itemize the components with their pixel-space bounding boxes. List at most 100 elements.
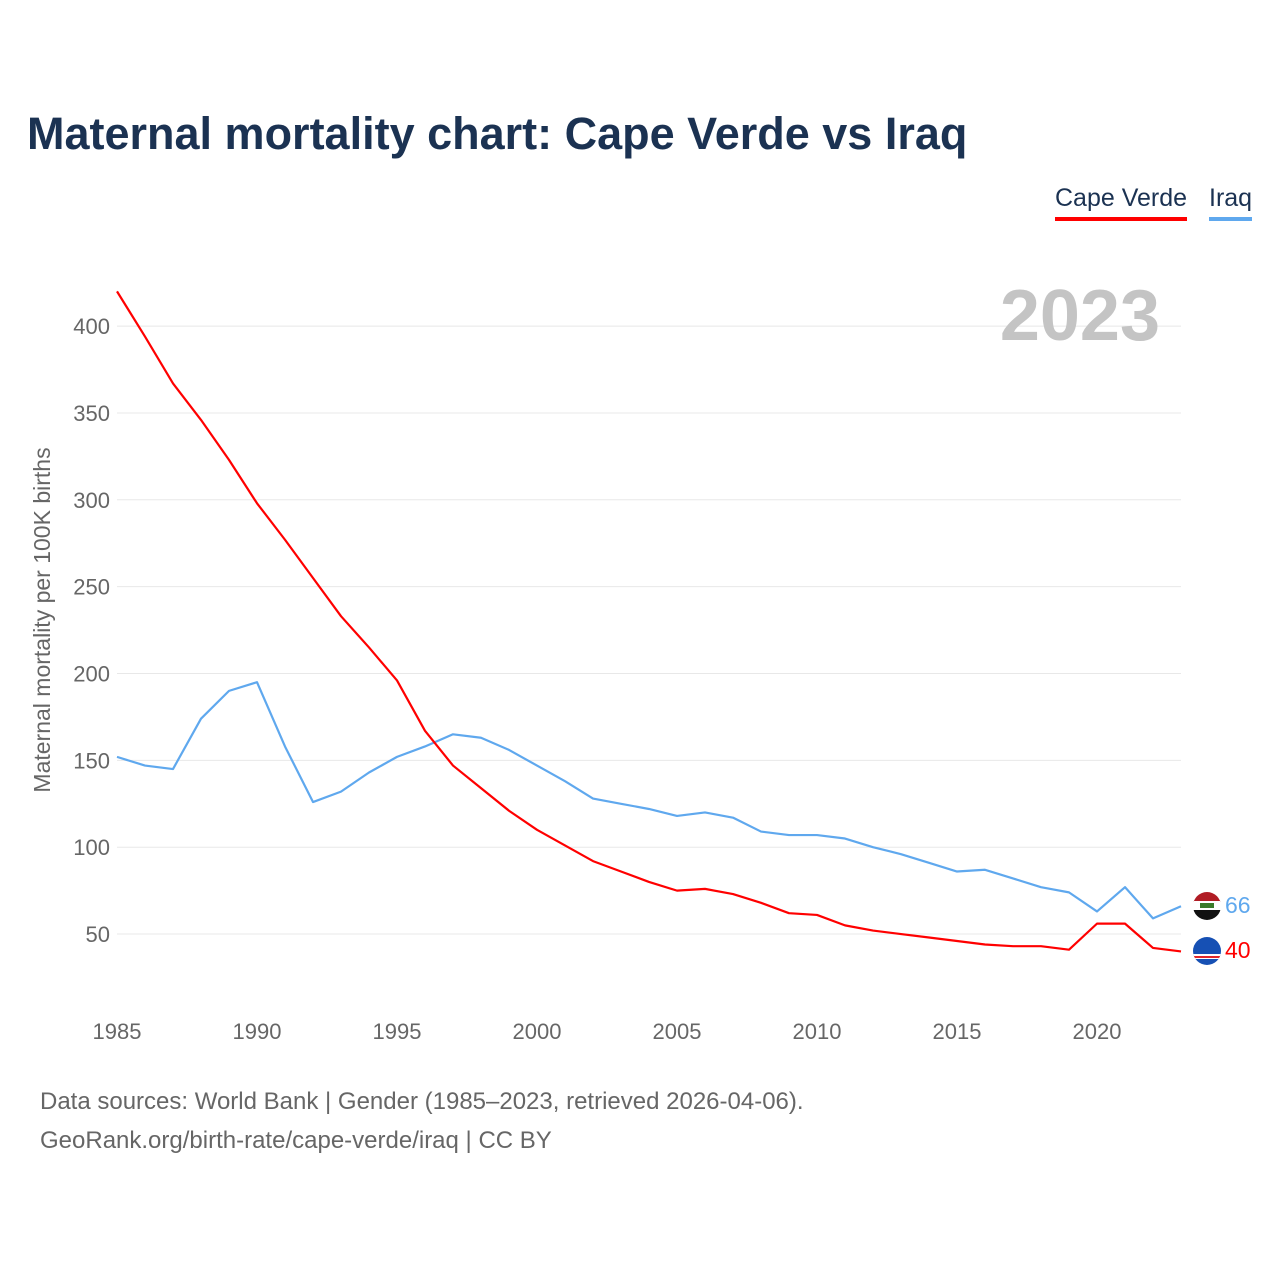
data-point[interactable] xyxy=(982,941,988,947)
x-tick-label: 1985 xyxy=(93,1019,142,1044)
data-point[interactable] xyxy=(730,891,736,897)
data-point[interactable] xyxy=(142,334,148,340)
data-point[interactable] xyxy=(1122,884,1128,890)
data-point[interactable] xyxy=(310,575,316,581)
data-point[interactable] xyxy=(618,801,624,807)
data-point[interactable] xyxy=(114,754,120,760)
data-point[interactable] xyxy=(590,858,596,864)
data-point[interactable] xyxy=(282,537,288,543)
data-point[interactable] xyxy=(450,731,456,737)
y-tick-label: 200 xyxy=(73,662,110,687)
data-point[interactable] xyxy=(926,860,932,866)
data-point[interactable] xyxy=(702,809,708,815)
data-point[interactable] xyxy=(870,928,876,934)
data-point[interactable] xyxy=(422,743,428,749)
data-point[interactable] xyxy=(394,677,400,683)
y-tick-label: 400 xyxy=(73,314,110,339)
end-label-iraq: 66 xyxy=(1225,892,1251,918)
data-point[interactable] xyxy=(114,288,120,294)
data-point[interactable] xyxy=(310,799,316,805)
x-tick-label: 2000 xyxy=(513,1019,562,1044)
data-point[interactable] xyxy=(254,500,260,506)
data-point[interactable] xyxy=(786,832,792,838)
data-point[interactable] xyxy=(170,766,176,772)
data-point[interactable] xyxy=(618,869,624,875)
y-tick-label: 150 xyxy=(73,748,110,773)
data-point[interactable] xyxy=(758,829,764,835)
data-point[interactable] xyxy=(954,938,960,944)
data-point[interactable] xyxy=(142,763,148,769)
x-tick-label: 1990 xyxy=(233,1019,282,1044)
data-point[interactable] xyxy=(534,827,540,833)
data-point[interactable] xyxy=(170,380,176,386)
data-point[interactable] xyxy=(1010,943,1016,949)
data-point[interactable] xyxy=(198,417,204,423)
data-point[interactable] xyxy=(1150,915,1156,921)
legend-iraq[interactable]: Iraq xyxy=(1209,184,1253,221)
data-point[interactable] xyxy=(646,806,652,812)
data-point[interactable] xyxy=(478,735,484,741)
legend-cape-verde[interactable]: Cape Verde xyxy=(1055,184,1188,221)
data-point[interactable] xyxy=(1066,947,1072,953)
data-point[interactable] xyxy=(758,900,764,906)
x-tick-label: 1995 xyxy=(373,1019,422,1044)
data-point[interactable] xyxy=(1150,945,1156,951)
chart-title: Maternal mortality chart: Cape Verde vs … xyxy=(27,108,968,159)
x-tick-label: 2015 xyxy=(933,1019,982,1044)
data-point[interactable] xyxy=(198,716,204,722)
data-point[interactable] xyxy=(506,808,512,814)
y-tick-label: 100 xyxy=(73,835,110,860)
data-point[interactable] xyxy=(842,836,848,842)
data-point[interactable] xyxy=(1178,903,1184,909)
data-point[interactable] xyxy=(338,613,344,619)
data-point[interactable] xyxy=(702,886,708,892)
series-line-iraq xyxy=(116,681,1182,920)
x-tick-label: 2010 xyxy=(793,1019,842,1044)
year-watermark: 2023 xyxy=(1000,276,1160,356)
data-point[interactable] xyxy=(1094,908,1100,914)
data-point[interactable] xyxy=(450,763,456,769)
data-point[interactable] xyxy=(282,743,288,749)
data-point[interactable] xyxy=(842,922,848,928)
data-point[interactable] xyxy=(898,851,904,857)
data-point[interactable] xyxy=(1038,943,1044,949)
data-point[interactable] xyxy=(814,832,820,838)
data-point[interactable] xyxy=(730,815,736,821)
data-point[interactable] xyxy=(1122,921,1128,927)
data-point[interactable] xyxy=(1178,948,1184,954)
data-point[interactable] xyxy=(982,867,988,873)
data-point[interactable] xyxy=(1066,889,1072,895)
data-point[interactable] xyxy=(562,778,568,784)
data-point[interactable] xyxy=(674,888,680,894)
data-point[interactable] xyxy=(366,770,372,776)
data-point[interactable] xyxy=(1038,884,1044,890)
data-point[interactable] xyxy=(786,910,792,916)
data-point[interactable] xyxy=(478,785,484,791)
data-point[interactable] xyxy=(674,813,680,819)
data-point[interactable] xyxy=(1094,921,1100,927)
data-point[interactable] xyxy=(954,869,960,875)
data-point[interactable] xyxy=(226,457,232,463)
data-point[interactable] xyxy=(254,679,260,685)
data-point[interactable] xyxy=(394,754,400,760)
data-point[interactable] xyxy=(506,747,512,753)
y-tick-label: 350 xyxy=(73,401,110,426)
data-point[interactable] xyxy=(898,931,904,937)
x-tick-label: 2020 xyxy=(1073,1019,1122,1044)
footer-sources: Data sources: World Bank | Gender (1985–… xyxy=(40,1088,804,1115)
y-tick-label: 300 xyxy=(73,488,110,513)
data-point[interactable] xyxy=(534,763,540,769)
data-point[interactable] xyxy=(870,844,876,850)
data-point[interactable] xyxy=(590,796,596,802)
data-point[interactable] xyxy=(814,912,820,918)
data-point[interactable] xyxy=(366,644,372,650)
data-point[interactable] xyxy=(422,728,428,734)
data-point[interactable] xyxy=(562,842,568,848)
footer-link[interactable]: GeoRank.org/birth-rate/cape-verde/iraq |… xyxy=(40,1127,552,1154)
data-point[interactable] xyxy=(226,688,232,694)
data-point[interactable] xyxy=(338,789,344,795)
data-point[interactable] xyxy=(646,879,652,885)
data-point[interactable] xyxy=(926,935,932,941)
data-point[interactable] xyxy=(1010,875,1016,881)
